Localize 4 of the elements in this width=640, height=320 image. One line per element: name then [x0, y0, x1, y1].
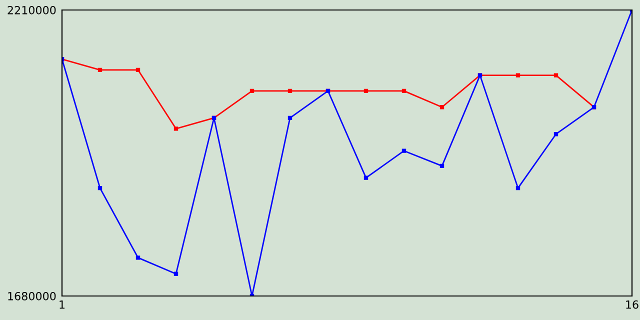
x-tick-label: 16 — [626, 300, 638, 309]
y-tick-label: 1680000 — [8, 292, 56, 300]
x-tick-label: 1 — [60, 300, 65, 309]
y-tick-label: 2210000 — [8, 6, 56, 14]
